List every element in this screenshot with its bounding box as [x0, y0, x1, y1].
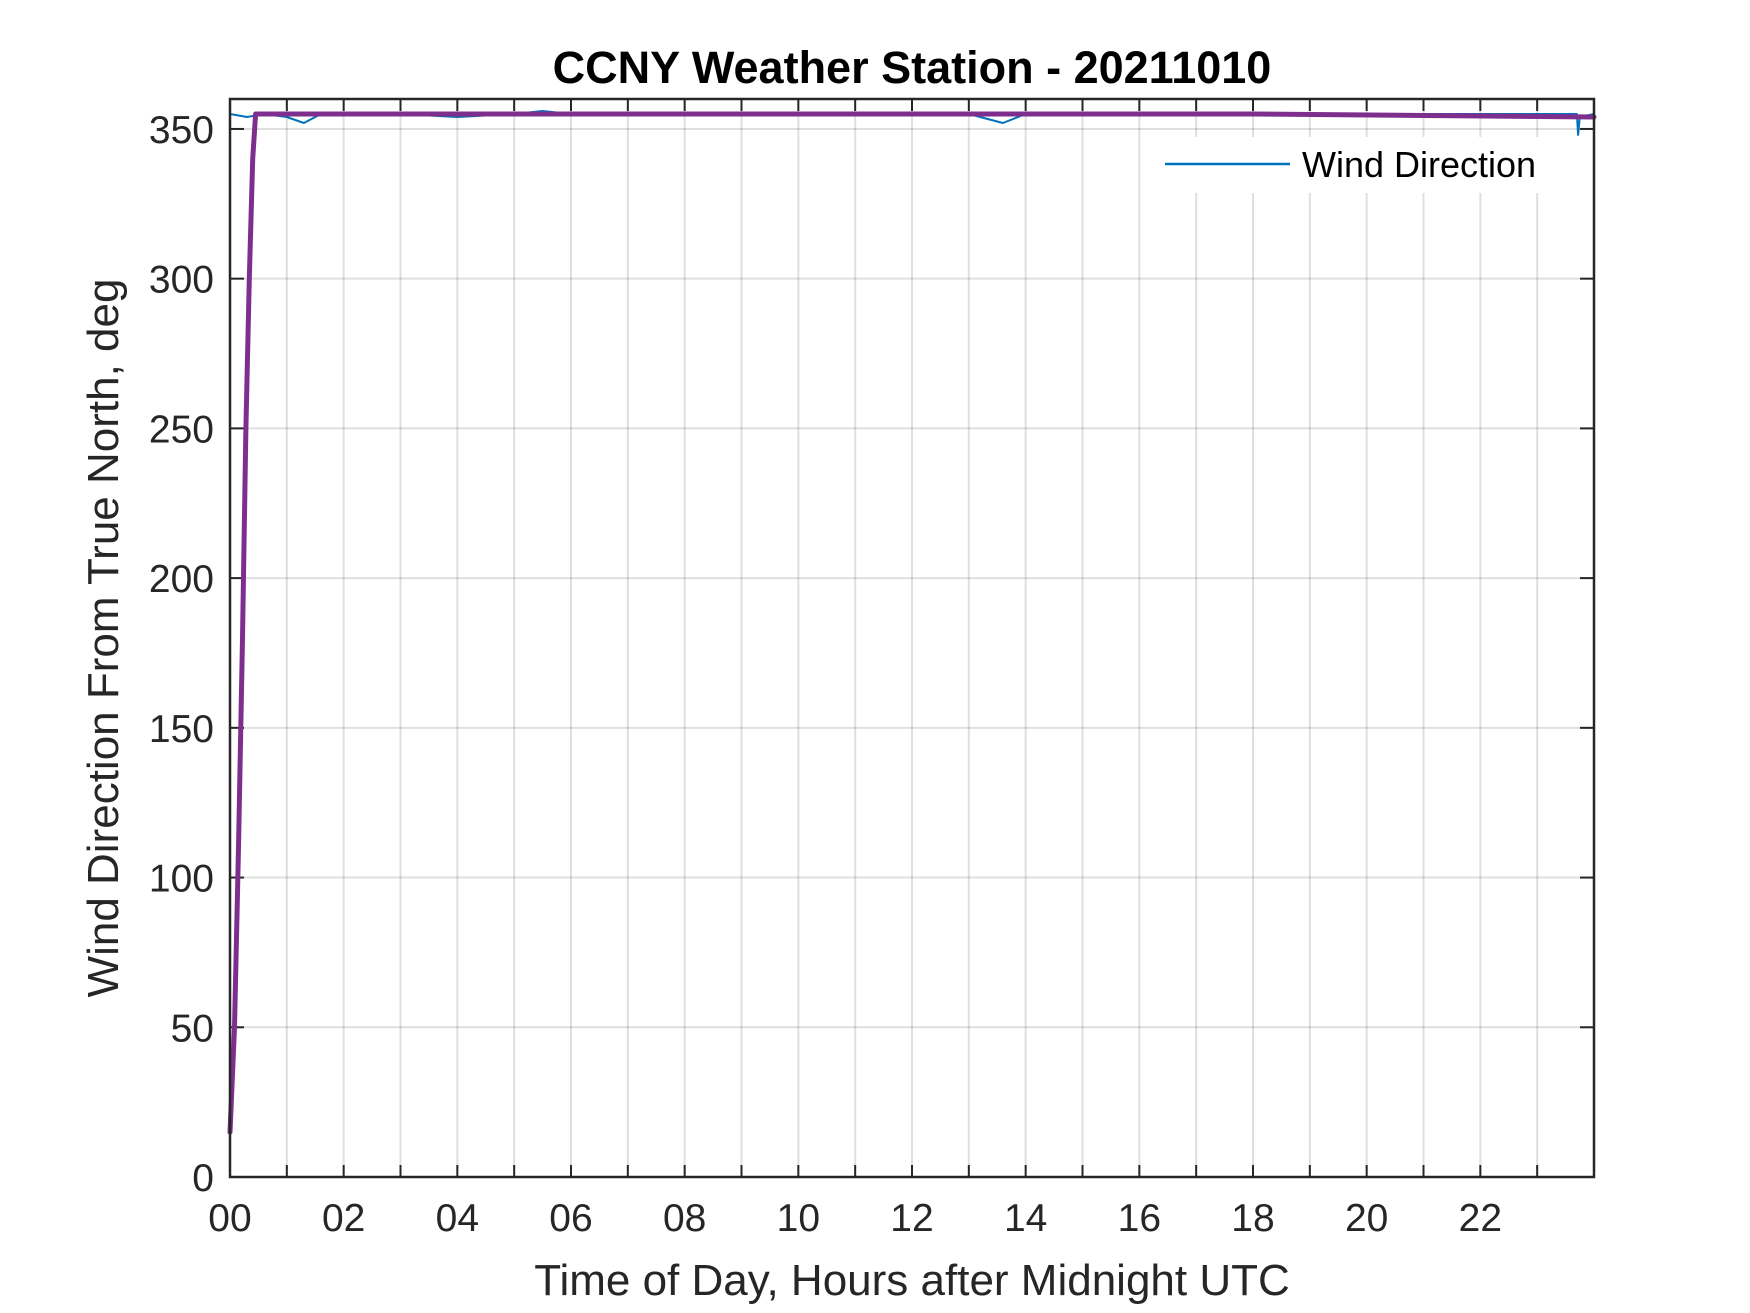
axes-box: [228, 97, 1596, 1179]
y-tick-label: 350: [149, 109, 214, 152]
series-line-purple: [227, 111, 1597, 1135]
chart-title: CCNY Weather Station - 20211010: [553, 42, 1272, 93]
y-tick-label: 200: [149, 558, 214, 601]
plot-area-background: [230, 99, 1594, 1177]
x-tick-label: 06: [549, 1197, 592, 1240]
x-tick-label: 14: [1004, 1197, 1047, 1240]
legend: Wind Direction: [1148, 137, 1568, 193]
x-tick-label: 10: [777, 1197, 820, 1240]
y-axis-label: Wind Direction From True North, deg: [79, 279, 128, 998]
x-tick-label: 08: [663, 1197, 706, 1240]
x-tick-label: 18: [1231, 1197, 1274, 1240]
x-tick-label: 20: [1345, 1197, 1388, 1240]
y-tick-label: 50: [171, 1007, 214, 1050]
y-tick-label: 250: [149, 408, 214, 451]
x-tick-label: 02: [322, 1197, 365, 1240]
y-tick-label: 300: [149, 259, 214, 302]
y-tick-label: 100: [149, 858, 214, 901]
tick-labels: 0 50 100 150 200 250 300 350 00 02 04 06 08 10 12 14 16 1…: [149, 109, 1502, 1240]
x-tick-label: 22: [1459, 1197, 1502, 1240]
legend-label-wind-direction: Wind Direction: [1302, 144, 1536, 185]
x-tick-label: 16: [1118, 1197, 1161, 1240]
series-layer: [227, 110, 1597, 1135]
x-tick-label: 12: [890, 1197, 933, 1240]
x-tick-label: 00: [208, 1197, 251, 1240]
x-axis-label: Time of Day, Hours after Midnight UTC: [534, 1256, 1290, 1305]
y-tick-label: 0: [192, 1157, 214, 1200]
x-tick-label: 04: [436, 1197, 479, 1240]
y-tick-label: 150: [149, 708, 214, 751]
